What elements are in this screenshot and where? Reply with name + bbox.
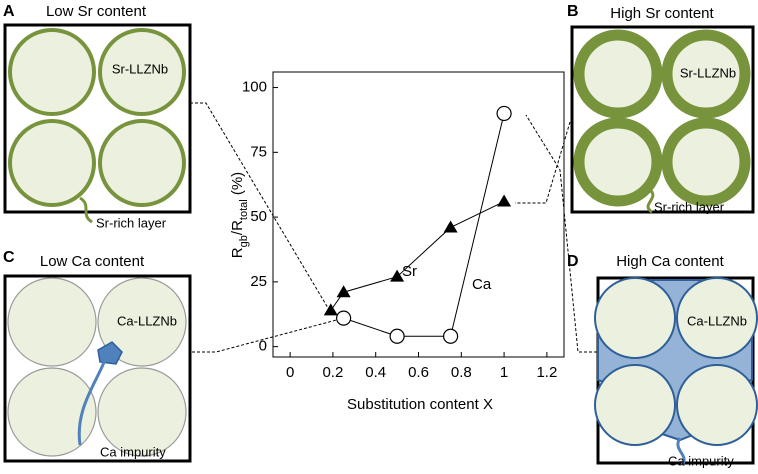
panel-letter: A xyxy=(3,3,15,20)
panel-c: C Low Ca content Ca-LLZNb Ca impurity xyxy=(3,249,192,463)
connector xyxy=(515,121,571,204)
grains xyxy=(573,29,751,207)
pointer xyxy=(676,437,686,466)
y-tick-label: 100 xyxy=(242,79,267,96)
panel-d: D High Ca content Ca-LLZNb Ca impurity xyxy=(567,253,758,468)
grain-label: Sr-LLZNb xyxy=(680,65,736,80)
x-tick-label: 0 xyxy=(286,364,294,381)
grains xyxy=(7,277,187,457)
marker xyxy=(323,303,338,316)
y-label-sub: gb xyxy=(238,235,250,247)
x-tick-label: 0.4 xyxy=(365,364,386,381)
y-label-part: /R xyxy=(229,220,246,235)
impurity xyxy=(97,341,123,365)
panel-letter: D xyxy=(567,253,579,270)
x-tick-label: 0.6 xyxy=(408,364,429,381)
y-tick-label: 75 xyxy=(250,143,267,160)
impurity-label: Ca impurity xyxy=(100,444,166,459)
x-tick-label: 1 xyxy=(500,364,508,381)
marker xyxy=(496,105,512,122)
x-tick-label: 1.2 xyxy=(536,364,557,381)
panel-a: A Low Sr content Sr-LLZNb Sr-rich layer xyxy=(3,3,192,230)
y-label-sub: total xyxy=(238,199,250,220)
marker xyxy=(497,194,512,207)
layer-label: Sr-rich layer xyxy=(96,215,167,230)
grains xyxy=(8,28,186,207)
panel-title: High Sr content xyxy=(610,5,714,22)
marker xyxy=(336,285,351,298)
marker xyxy=(443,220,458,233)
grain-label: Ca-LLZNb xyxy=(687,313,747,328)
x-tick-label: 0.8 xyxy=(451,364,472,381)
x-tick-label: 0.2 xyxy=(322,364,343,381)
grain-label: Ca-LLZNb xyxy=(117,313,177,328)
impurity-label: Ca impurity xyxy=(668,453,734,468)
grains xyxy=(594,277,758,446)
series-line xyxy=(330,201,505,311)
x-axis-label: Substitution content X xyxy=(347,396,493,413)
series-label: Sr xyxy=(402,263,417,280)
y-label-part: R xyxy=(229,247,246,258)
panel-b: B High Sr content Sr-LLZNb Sr-rich layer xyxy=(567,3,755,214)
layer-label: Sr-rich layer xyxy=(654,199,725,214)
panel-letter: C xyxy=(3,249,15,266)
connector xyxy=(525,114,597,353)
marker xyxy=(389,328,405,344)
marker xyxy=(336,310,352,326)
pointer xyxy=(646,188,655,214)
y-tick-label: 50 xyxy=(250,208,267,225)
panel-letter: B xyxy=(567,3,579,20)
pointer xyxy=(79,196,93,224)
y-tick-label: 0 xyxy=(259,338,267,355)
panel-title: Low Sr content xyxy=(46,3,147,20)
series-line xyxy=(343,113,505,337)
y-tick-label: 25 xyxy=(250,273,267,290)
marker xyxy=(390,269,405,282)
panel-title: Low Ca content xyxy=(40,253,145,270)
grain-label: Sr-LLZNb xyxy=(112,61,168,76)
pointer xyxy=(77,359,107,446)
panel-title: High Ca content xyxy=(616,253,724,270)
marker xyxy=(442,328,459,344)
y-axis-label: Rgb/Rtotal (%) xyxy=(229,172,250,258)
y-label-part: (%) xyxy=(229,172,246,200)
connector xyxy=(190,102,329,309)
series-label: Ca xyxy=(472,276,492,293)
plot-frame xyxy=(272,71,565,358)
connector xyxy=(192,317,345,353)
